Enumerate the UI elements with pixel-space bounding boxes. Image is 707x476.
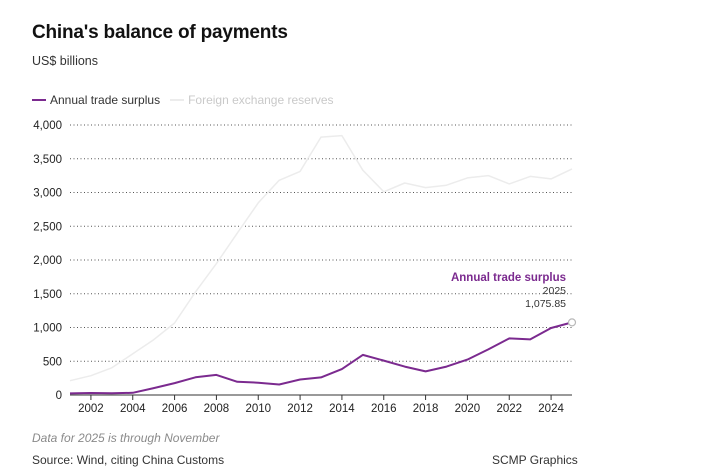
y-tick-label-2500: 2,500 [33, 221, 62, 233]
series-line-trade-surplus [69, 321, 573, 395]
x-tick-label-2008: 2008 [204, 403, 230, 415]
chart-subtitle: US$ billions [32, 54, 99, 68]
annotation-label: Annual trade surplus [451, 272, 566, 284]
line-chart: 0 500 1,000 1,500 2,000 2,500 3,000 3,500 4,000 2… [33, 120, 577, 415]
footnote: Data for 2025 is through November [32, 431, 220, 445]
y-tick-label-3500: 3,500 [33, 154, 62, 166]
legend-item-trade: Annual trade surplus [32, 93, 160, 107]
x-tick-label-2018: 2018 [413, 403, 439, 415]
legend-label-reserves: Foreign exchange reserves [188, 93, 334, 107]
x-tick-label-2004: 2004 [120, 403, 146, 415]
chart-title: China's balance of payments [32, 22, 288, 43]
y-tick-label-2000: 2,000 [33, 255, 62, 267]
y-tick-label-1500: 1,500 [33, 289, 62, 301]
x-tick-label-2024: 2024 [538, 403, 564, 415]
legend-label-trade: Annual trade surplus [50, 93, 161, 107]
y-tick-label-3000: 3,000 [33, 188, 62, 200]
series-line-fx-reserves [69, 134, 573, 382]
source-note: Source: Wind, citing China Customs [32, 453, 225, 467]
annotation-year: 2025 [543, 285, 567, 297]
x-tick-label-2022: 2022 [496, 403, 522, 415]
graphics-credit: SCMP Graphics [492, 453, 578, 467]
annotation-marker [567, 318, 577, 327]
legend-swatch-trade [32, 99, 46, 101]
x-tick-label-2002: 2002 [78, 403, 104, 415]
y-tick-label-4000: 4,000 [33, 120, 62, 132]
y-tick-label-1000: 1,000 [33, 323, 62, 335]
legend-item-reserves: Foreign exchange reserves [170, 93, 334, 107]
x-tick-label-2010: 2010 [245, 403, 271, 415]
y-tick-label-500: 500 [43, 356, 62, 368]
x-tick-label-2006: 2006 [162, 403, 188, 415]
x-tick-label-2014: 2014 [329, 403, 355, 415]
x-tick-label-2020: 2020 [455, 403, 481, 415]
annotation-value: 1,075.85 [525, 298, 566, 310]
y-tick-label-0: 0 [56, 390, 62, 402]
x-tick-label-2012: 2012 [287, 403, 313, 415]
x-tick-label-2016: 2016 [371, 403, 397, 415]
legend: Annual trade surplus Foreign exchange re… [32, 93, 344, 107]
legend-swatch-reserves [170, 99, 185, 101]
